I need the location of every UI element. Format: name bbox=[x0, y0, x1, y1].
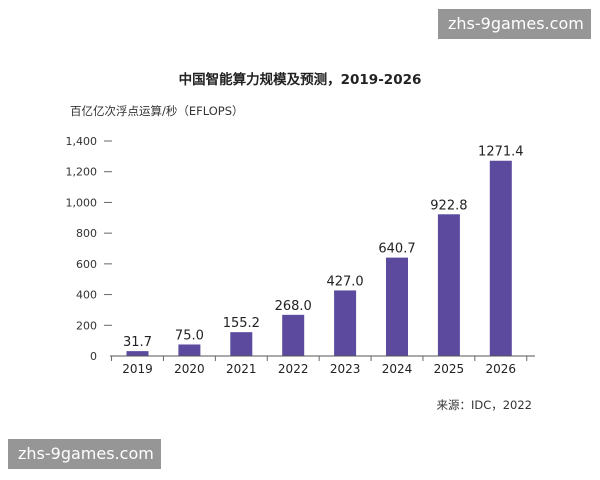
x-tick-label-2025: 2025 bbox=[434, 362, 465, 376]
bar-2019 bbox=[126, 351, 149, 356]
y-tick-label: 0 bbox=[90, 350, 97, 363]
y-tick-label: 1,400 bbox=[66, 135, 98, 148]
watermark-top: zhs-9games.com bbox=[438, 9, 591, 39]
y-tick-label: 400 bbox=[76, 289, 97, 302]
x-tick-label-2021: 2021 bbox=[226, 362, 257, 376]
y-tick-label: 1,200 bbox=[66, 166, 98, 179]
bar-2020 bbox=[178, 344, 201, 356]
data-label-2023: 427.0 bbox=[326, 274, 363, 289]
x-tick-label-2020: 2020 bbox=[174, 362, 205, 376]
y-axis-unit-label: 百亿亿次浮点运算/秒（EFLOPS） bbox=[70, 104, 244, 118]
x-tick-label-2023: 2023 bbox=[330, 362, 361, 376]
data-label-2026: 1271.4 bbox=[478, 145, 524, 160]
bar-2025 bbox=[437, 214, 460, 356]
data-label-2025: 922.8 bbox=[430, 198, 467, 213]
x-axis: 2019 2020 2021 2022 2023 2024 2025 2026 bbox=[111, 356, 528, 376]
bar-2023 bbox=[334, 290, 357, 356]
data-labels-group: 31.7 75.0 155.2 268.0 427.0 640.7 922.8 1271.4 bbox=[123, 145, 524, 350]
x-tick-label-2019: 2019 bbox=[122, 362, 153, 376]
y-tick-label: 200 bbox=[76, 319, 97, 332]
data-label-2024: 640.7 bbox=[378, 242, 415, 257]
data-label-2020: 75.0 bbox=[175, 328, 204, 343]
bar-2024 bbox=[386, 257, 408, 356]
x-tick-label-2022: 2022 bbox=[278, 362, 309, 376]
x-tick-label-2026: 2026 bbox=[486, 362, 517, 376]
data-label-2019: 31.7 bbox=[123, 335, 152, 350]
bar-2022 bbox=[282, 314, 305, 356]
y-tick-label: 600 bbox=[76, 258, 97, 271]
bars-group bbox=[126, 160, 512, 356]
source-note: 来源：IDC，2022 bbox=[436, 398, 532, 412]
bar-2026 bbox=[489, 160, 512, 356]
x-tick-label-2024: 2024 bbox=[382, 362, 413, 376]
data-label-2022: 268.0 bbox=[275, 299, 312, 314]
chart-title: 中国智能算力规模及预测，2019-2026 bbox=[179, 71, 422, 88]
data-label-2021: 155.2 bbox=[223, 316, 260, 331]
y-tick-label: 800 bbox=[76, 227, 97, 240]
watermark-bottom: zhs-9games.com bbox=[8, 439, 161, 469]
bar-2021 bbox=[230, 332, 253, 356]
y-axis: 0 200 400 600 800 1,000 1,200 1,400 bbox=[66, 135, 112, 363]
y-tick-label: 1,000 bbox=[66, 196, 98, 209]
